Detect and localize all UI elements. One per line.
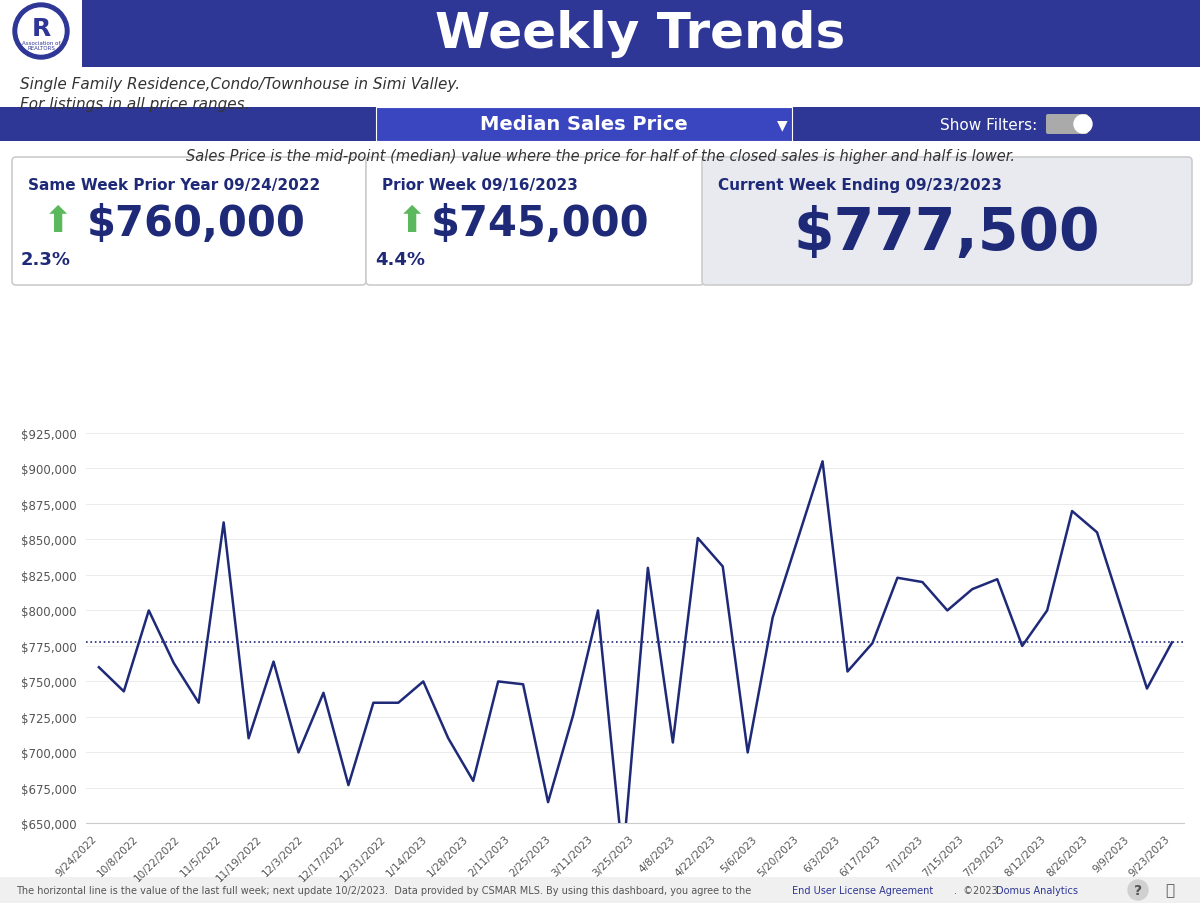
FancyBboxPatch shape (366, 158, 704, 285)
FancyBboxPatch shape (12, 158, 366, 285)
Text: ⬆: ⬆ (397, 205, 427, 238)
Text: Sales Price is the mid-point (median) value where the price for half of the clos: Sales Price is the mid-point (median) va… (186, 148, 1014, 163)
FancyBboxPatch shape (0, 877, 1200, 903)
FancyBboxPatch shape (0, 0, 82, 68)
Text: R: R (31, 17, 50, 41)
Text: 2.3%: 2.3% (22, 251, 71, 269)
Text: $745,000: $745,000 (431, 203, 649, 245)
Circle shape (18, 9, 64, 55)
Text: Prior Week 09/16/2023: Prior Week 09/16/2023 (382, 178, 578, 192)
Text: Association of
REALTORS: Association of REALTORS (22, 41, 60, 51)
FancyBboxPatch shape (1046, 115, 1088, 135)
Text: ▼: ▼ (776, 118, 787, 132)
Text: Show Filters:: Show Filters: (940, 117, 1037, 133)
Circle shape (1128, 880, 1148, 900)
Text: For listings in all price ranges.: For listings in all price ranges. (20, 97, 250, 111)
Text: 🖨: 🖨 (1165, 882, 1175, 898)
Text: Domus Analytics: Domus Analytics (996, 885, 1078, 895)
Text: Single Family Residence,Condo/Townhouse in Simi Valley.: Single Family Residence,Condo/Townhouse … (20, 77, 460, 91)
Text: ?: ? (1134, 883, 1142, 897)
FancyBboxPatch shape (702, 158, 1192, 285)
Text: $760,000: $760,000 (86, 203, 306, 245)
FancyBboxPatch shape (0, 0, 1200, 68)
Text: ⬆: ⬆ (43, 205, 73, 238)
FancyBboxPatch shape (376, 107, 792, 142)
Circle shape (13, 4, 70, 60)
FancyBboxPatch shape (0, 107, 1200, 142)
Text: The horizontal line is the value of the last full week; next update 10/2/2023.  : The horizontal line is the value of the … (16, 885, 755, 895)
Text: End User License Agreement: End User License Agreement (792, 885, 934, 895)
Text: 4.4%: 4.4% (374, 251, 425, 269)
Circle shape (1074, 116, 1092, 134)
Text: .  ©2023: . ©2023 (954, 885, 1001, 895)
Text: Same Week Prior Year 09/24/2022: Same Week Prior Year 09/24/2022 (28, 178, 320, 192)
Text: Weekly Trends: Weekly Trends (434, 10, 845, 58)
Text: $777,500: $777,500 (793, 205, 1100, 262)
Text: Median Sales Price: Median Sales Price (480, 116, 688, 135)
Text: Current Week Ending 09/23/2023: Current Week Ending 09/23/2023 (718, 178, 1002, 192)
